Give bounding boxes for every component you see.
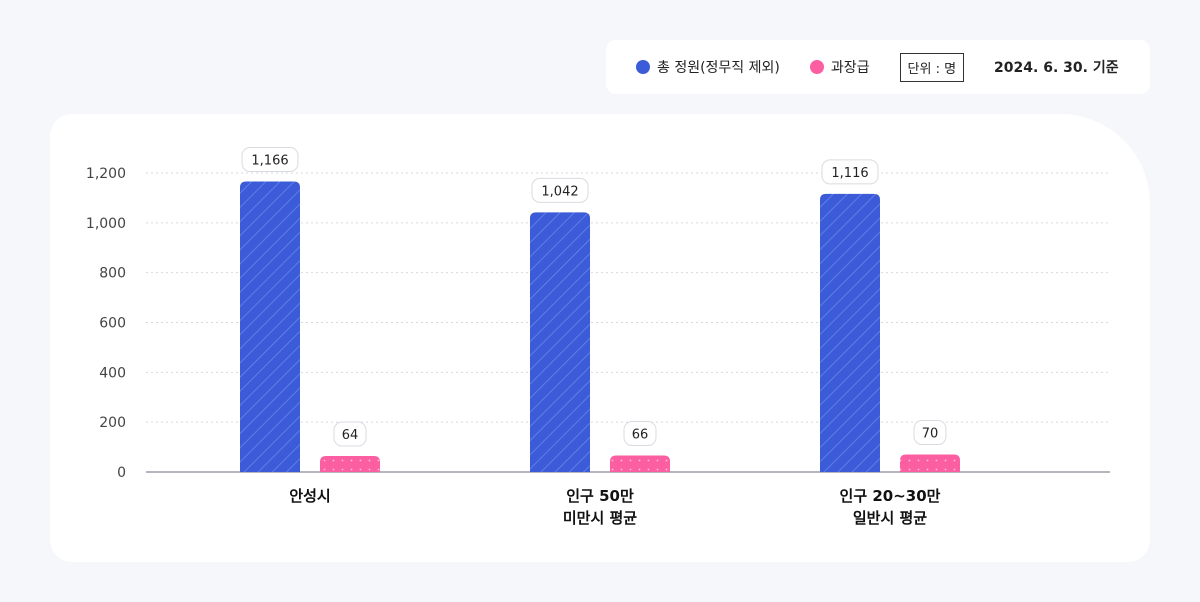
x-category-label-line: 인구 20~30만: [840, 487, 941, 505]
data-label-box: [531, 177, 589, 203]
bar-total: [530, 212, 590, 472]
data-label: 1,166: [251, 153, 288, 168]
y-tick-label: 600: [99, 316, 126, 332]
chart-card: 0 200 400 600 800 1,000 1,200 1,166 1,042 1,116 64…: [50, 114, 1150, 562]
legend-label-manager: 과장급: [830, 60, 870, 76]
bar-manager: [900, 454, 960, 472]
x-category-label: 안성시: [289, 487, 330, 505]
data-label-box: [821, 159, 879, 185]
x-category-label-line: 안성시: [289, 487, 330, 505]
data-label-box: [623, 421, 657, 447]
data-label: 1,042: [541, 184, 578, 199]
x-category-label-line: 미만시 평균: [563, 509, 637, 527]
legend-dot-total: [636, 60, 650, 74]
data-label: 66: [632, 428, 649, 443]
bar-chart: 0 200 400 600 800 1,000 1,200 1,166 1,042 1,116 64…: [86, 146, 1110, 527]
data-label-box: [241, 146, 299, 172]
bar-total: [240, 181, 300, 472]
x-category-label-line: 인구 50만: [566, 487, 634, 505]
x-category-label-line: 일반시 평균: [853, 509, 927, 527]
y-tick-label: 200: [99, 415, 126, 431]
data-label-box: [913, 420, 947, 446]
y-tick-label: 800: [99, 266, 126, 282]
bar-total: [820, 193, 880, 472]
y-tick-label: 400: [99, 365, 126, 381]
y-tick-label: 0: [117, 465, 126, 481]
unit-label: 단위 : 명: [899, 52, 965, 82]
basis-date: 2024. 6. 30. 기준: [994, 60, 1119, 76]
legend-item-manager: 과장급: [809, 57, 870, 77]
legend-label-total: 총 정원(정무직 제외): [657, 60, 780, 76]
data-label: 64: [342, 428, 359, 443]
y-tick-label: 1,200: [86, 166, 126, 182]
bar-manager: [610, 455, 670, 472]
y-tick-label: 1,000: [86, 216, 126, 232]
legend-bar: 총 정원(정무직 제외) 과장급 단위 : 명 2024. 6. 30. 기준: [606, 40, 1150, 94]
legend-item-total: 총 정원(정무직 제외): [636, 57, 780, 77]
bar-manager: [320, 456, 380, 472]
data-label: 1,116: [831, 166, 868, 181]
data-label-box: [333, 421, 367, 447]
data-label: 70: [922, 427, 939, 442]
legend-dot-manager: [809, 60, 824, 74]
